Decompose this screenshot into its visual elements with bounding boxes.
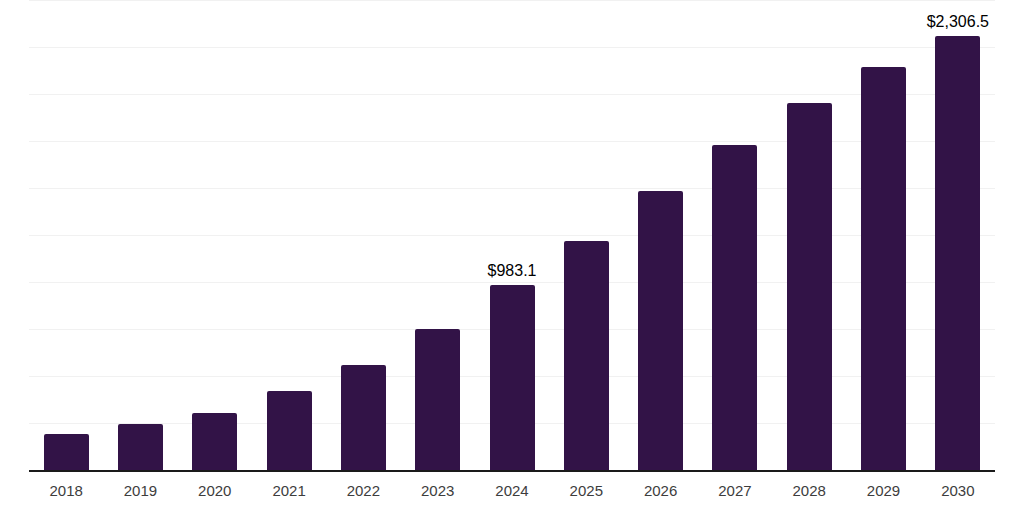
bar-2020 <box>192 413 237 470</box>
gridline <box>29 141 995 142</box>
x-tick-label-2026: 2026 <box>624 482 698 499</box>
bar-2026 <box>638 191 683 470</box>
bar-2018 <box>44 434 89 470</box>
gridline <box>29 235 995 236</box>
bar-2019 <box>118 424 163 470</box>
bar-chart: $983.1$2,306.5 2018201920202021202220232… <box>0 0 1024 512</box>
bar-2021 <box>267 391 312 470</box>
x-tick-label-2020: 2020 <box>178 482 252 499</box>
x-tick-label-2021: 2021 <box>252 482 326 499</box>
bar-2025 <box>564 241 609 470</box>
bar-value-label-2024: $983.1 <box>452 262 572 280</box>
bar-2027 <box>712 145 757 470</box>
x-tick-label-2018: 2018 <box>29 482 103 499</box>
bar-2022 <box>341 365 386 470</box>
x-tick-label-2022: 2022 <box>326 482 400 499</box>
gridline <box>29 0 995 1</box>
x-tick-label-2024: 2024 <box>475 482 549 499</box>
x-tick-label-2025: 2025 <box>549 482 623 499</box>
gridline <box>29 188 995 189</box>
x-tick-label-2023: 2023 <box>401 482 475 499</box>
bar-2024 <box>490 285 535 470</box>
bar-2030 <box>935 36 980 470</box>
bar-value-label-2030: $2,306.5 <box>898 13 1018 31</box>
bar-2023 <box>415 329 460 470</box>
x-tick-label-2019: 2019 <box>103 482 177 499</box>
x-tick-label-2028: 2028 <box>772 482 846 499</box>
gridline <box>29 47 995 48</box>
x-tick-label-2027: 2027 <box>698 482 772 499</box>
bar-2029 <box>861 67 906 470</box>
bar-2028 <box>787 103 832 470</box>
x-axis-line <box>29 470 995 472</box>
gridline <box>29 94 995 95</box>
gridline <box>29 282 995 283</box>
x-tick-label-2029: 2029 <box>847 482 921 499</box>
plot-area: $983.1$2,306.5 <box>29 0 995 470</box>
x-tick-label-2030: 2030 <box>921 482 995 499</box>
